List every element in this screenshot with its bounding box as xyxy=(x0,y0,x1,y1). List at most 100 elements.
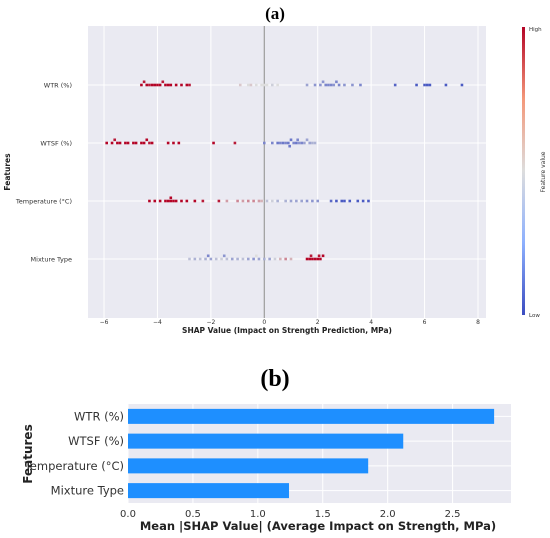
shap-point xyxy=(169,83,173,87)
x-tick-label-a: 6 xyxy=(423,319,427,326)
shap-point xyxy=(169,196,173,200)
shap-point xyxy=(279,141,282,145)
shap-point xyxy=(260,199,263,203)
shap-point xyxy=(140,141,143,145)
shap-point xyxy=(329,83,333,87)
shap-point xyxy=(305,83,309,87)
shap-point xyxy=(236,199,239,203)
shap-point xyxy=(113,138,117,142)
shap-point xyxy=(295,141,298,145)
y-tick-labels-b: WTR (%) WTSF (%) Temperature (°C) Mixture T… xyxy=(24,409,124,497)
shap-point xyxy=(292,141,295,145)
shap-point xyxy=(254,254,258,258)
shap-point xyxy=(214,257,218,261)
shap-point xyxy=(321,80,325,84)
shap-point xyxy=(204,257,207,261)
shap-point xyxy=(158,83,162,87)
x-axis-title-b: Mean |SHAP Value| (Average Impact on Str… xyxy=(140,519,496,533)
shap-point xyxy=(249,83,253,87)
shap-point xyxy=(246,83,250,87)
panel-b-label: (b) xyxy=(260,366,289,392)
shap-point xyxy=(262,83,266,87)
shap-point xyxy=(335,199,338,203)
shap-point xyxy=(305,199,309,203)
y-tick-label-b: WTR (%) xyxy=(74,409,124,423)
x-tick-label-a: 0 xyxy=(262,319,266,326)
bar xyxy=(128,433,404,449)
shap-point xyxy=(166,83,170,87)
shap-point xyxy=(428,83,432,87)
y-tick-label-b: Temperature (°C) xyxy=(24,459,124,473)
shap-point xyxy=(308,141,312,145)
shap-point xyxy=(287,141,290,145)
shap-point xyxy=(188,257,191,261)
shap-point xyxy=(230,257,234,261)
x-axis-title-a: SHAP Value (Impact on Strength Predictio… xyxy=(182,326,392,335)
y-tick-label-a: Mixture Type xyxy=(31,256,72,264)
shap-point xyxy=(309,254,313,258)
shap-point xyxy=(212,141,215,145)
colorbar-high-label: High xyxy=(529,27,542,33)
shap-point xyxy=(284,141,287,145)
shap-point xyxy=(348,199,352,203)
shap-point xyxy=(148,199,151,203)
shap-point xyxy=(238,83,242,87)
shap-point xyxy=(284,257,287,261)
shap-point xyxy=(118,141,122,145)
shap-point xyxy=(142,80,146,84)
shap-point xyxy=(265,199,269,203)
shap-point xyxy=(423,83,426,87)
shap-point xyxy=(201,199,205,203)
shap-point xyxy=(174,199,178,203)
shap-point xyxy=(265,83,269,87)
shap-point xyxy=(180,83,183,87)
shap-point xyxy=(303,141,306,145)
x-tick-label-b: 1.0 xyxy=(250,509,266,520)
x-tick-label-a: 4 xyxy=(369,319,373,326)
y-tick-label-b: Mixture Type xyxy=(51,484,124,498)
shap-point xyxy=(313,83,317,87)
shap-point xyxy=(148,141,151,145)
shap-point xyxy=(153,199,157,203)
shap-point xyxy=(262,257,266,261)
plot-area-a xyxy=(88,26,486,318)
x-tick-label-b: 2.0 xyxy=(380,509,396,520)
shap-point xyxy=(273,257,277,261)
shap-point xyxy=(246,199,250,203)
shap-point xyxy=(343,199,346,203)
shap-point xyxy=(313,141,317,145)
shap-point xyxy=(158,199,162,203)
y-tick-label-b: WTSF (%) xyxy=(68,434,124,448)
shap-point xyxy=(145,138,149,142)
shap-point xyxy=(193,257,197,261)
shap-point xyxy=(276,141,279,145)
shap-point xyxy=(316,257,320,261)
shap-point xyxy=(289,257,293,261)
shap-point xyxy=(296,138,299,142)
shap-point xyxy=(233,141,237,145)
colorbar: High Low Feature value xyxy=(522,27,547,319)
shap-point xyxy=(359,83,362,87)
shap-point xyxy=(252,257,255,261)
shap-point xyxy=(271,141,274,145)
shap-point xyxy=(271,83,274,87)
shap-point xyxy=(172,141,175,145)
shap-point xyxy=(329,199,333,203)
shap-point xyxy=(164,83,167,87)
x-tick-label-a: −6 xyxy=(100,319,109,326)
colorbar-low-label: Low xyxy=(529,313,540,319)
shap-point xyxy=(356,199,360,203)
shap-point xyxy=(415,83,418,87)
shap-point xyxy=(220,257,223,261)
shap-point xyxy=(305,138,309,142)
points-a xyxy=(105,80,464,261)
shap-point xyxy=(311,141,314,145)
shap-point xyxy=(305,257,309,261)
shap-point xyxy=(289,199,293,203)
shap-point xyxy=(262,141,266,145)
shap-point xyxy=(217,199,221,203)
shap-point xyxy=(393,83,397,87)
x-tick-label-a: 8 xyxy=(476,319,480,326)
shap-point xyxy=(300,199,303,203)
shap-point xyxy=(241,199,245,203)
